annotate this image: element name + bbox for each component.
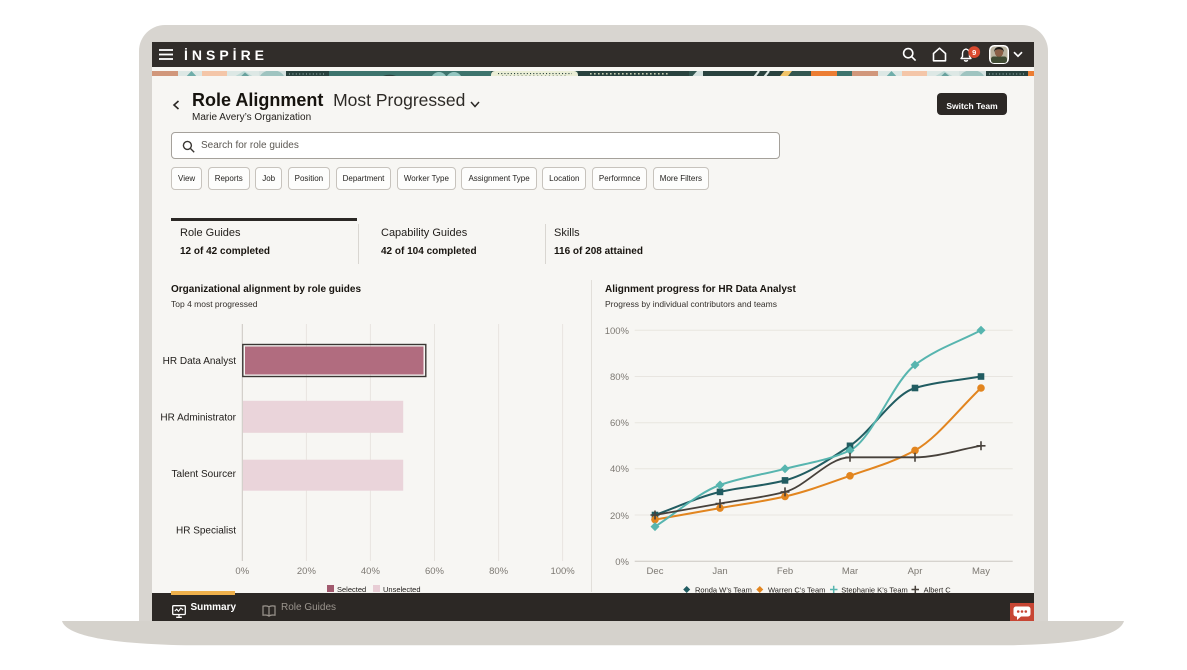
svg-text:HR Data Analyst: HR Data Analyst (163, 356, 237, 367)
svg-text:20%: 20% (297, 566, 317, 577)
svg-text:HR Specialist: HR Specialist (176, 526, 236, 537)
svg-text:60%: 60% (610, 418, 630, 429)
svg-text:Selected: Selected (337, 585, 366, 594)
svg-text:Apr: Apr (908, 566, 923, 577)
svg-text:80%: 80% (610, 372, 630, 383)
svg-text:Unselected: Unselected (383, 585, 421, 594)
svg-text:Stephanie K’s Team: Stephanie K’s Team (841, 586, 907, 595)
svg-text:60%: 60% (425, 566, 445, 577)
svg-text:Albert C: Albert C (924, 586, 952, 595)
svg-text:Warren C’s Team: Warren C’s Team (768, 586, 825, 595)
svg-text:9: 9 (972, 48, 976, 57)
svg-text:Mar: Mar (842, 566, 858, 577)
svg-text:40%: 40% (610, 464, 630, 475)
svg-text:80%: 80% (489, 566, 509, 577)
svg-text:Jan: Jan (712, 566, 727, 577)
svg-text:100%: 100% (605, 326, 630, 337)
svg-text:Feb: Feb (777, 566, 793, 577)
svg-text:20%: 20% (610, 511, 630, 522)
svg-text:40%: 40% (361, 566, 381, 577)
svg-text:0%: 0% (235, 566, 249, 577)
svg-text:Dec: Dec (647, 566, 664, 577)
svg-text:HR Administrator: HR Administrator (160, 413, 236, 424)
svg-text:0%: 0% (615, 557, 629, 568)
svg-text:May: May (972, 566, 990, 577)
svg-text:Talent Sourcer: Talent Sourcer (172, 469, 237, 480)
svg-text:Ronda W’s Team: Ronda W’s Team (695, 586, 752, 595)
svg-text:100%: 100% (550, 566, 575, 577)
